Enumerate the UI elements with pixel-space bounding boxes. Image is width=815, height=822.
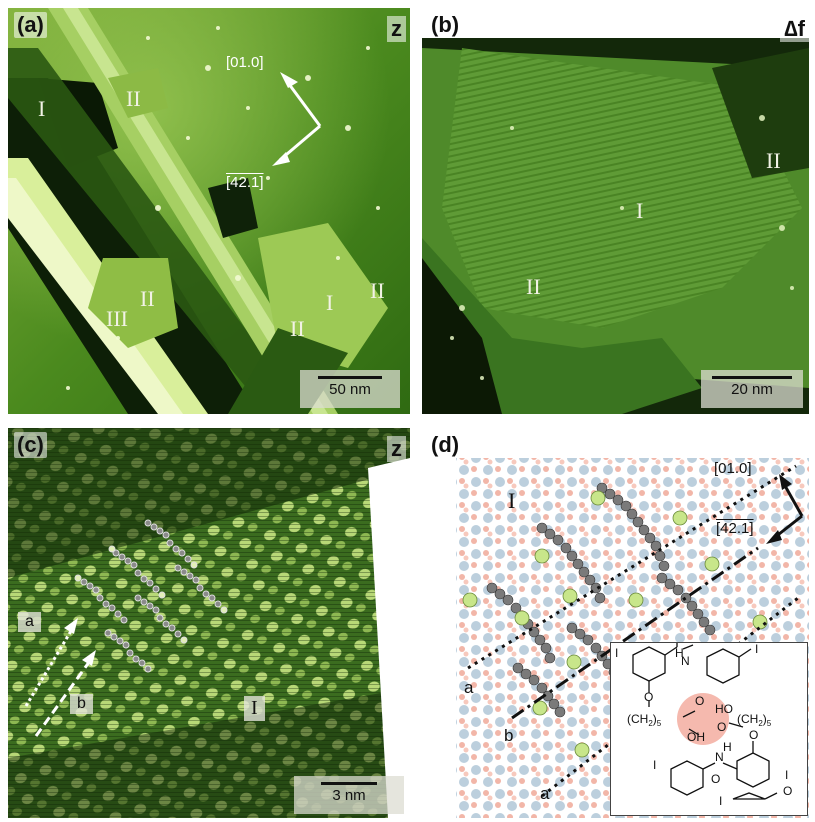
panel-d-direction-up: [01.0] (714, 460, 752, 477)
panel-c-scale-bar: 3 nm (294, 776, 404, 814)
panel-a-label: (a) (14, 12, 47, 38)
panel-a-direction-up: [01.0] (226, 54, 264, 71)
chem-amide-h: H (675, 646, 684, 660)
molecule-overlay (74, 519, 228, 673)
panel-a-region: II (370, 278, 385, 303)
panel-b: (b) ∆f II I II 20 nm (422, 8, 809, 414)
row-label-b: b (70, 694, 93, 714)
chem-iodine: I (719, 794, 722, 808)
panel-d-direction-down: [42.1] (716, 520, 754, 537)
panel-a-region: II (126, 86, 141, 111)
panel-b-scale-bar: 20 nm (701, 370, 803, 408)
iodine-atoms (462, 490, 768, 758)
panel-c-region: I (244, 696, 265, 721)
panel-c: (c) z a b I 3 nm (8, 428, 410, 818)
chem-amide-h: H (723, 740, 732, 754)
panel-b-scale-label: 20 nm (731, 381, 773, 398)
chem-carbonyl-o: O (783, 784, 792, 798)
panel-a-channel: z (387, 16, 406, 42)
panel-b-label: (b) (428, 12, 463, 38)
chem-acid-ho: HO (715, 702, 733, 716)
panel-a-region: I (326, 290, 334, 315)
chem-acid-oh: OH (687, 730, 705, 744)
panel-d-row-label-a-bottom: a (540, 784, 550, 803)
panel-a-region: II (140, 286, 155, 311)
panel-a-region: II (290, 316, 305, 341)
chem-ether-o: O (749, 728, 758, 742)
chem-chain-left: (CH2)5 (627, 712, 662, 728)
panel-c-image (8, 428, 410, 818)
panel-b-region: II (766, 148, 781, 173)
chem-iodine: I (755, 643, 758, 656)
panel-a-region: III (106, 306, 128, 331)
panel-b-region: I (636, 198, 644, 223)
chem-chain-right: (CH2)5 (737, 712, 772, 728)
panel-d: (d) I [01.0] [42.1] a b a (422, 428, 809, 818)
chem-ether-o: O (644, 690, 653, 704)
panel-a-image (8, 8, 410, 414)
panel-a-scale-bar: 50 nm (300, 370, 400, 408)
panel-a-scale-label: 50 nm (329, 381, 371, 398)
panel-b-channel: ∆f (780, 16, 809, 42)
panel-b-image (422, 8, 809, 414)
chem-carbonyl-o: O (711, 772, 720, 786)
panel-b-region: II (526, 274, 541, 299)
chem-iodine: I (785, 768, 788, 782)
molecular-model (486, 482, 716, 718)
chem-iodine: I (653, 758, 656, 772)
panel-a-direction-down: [42.1] (226, 174, 264, 191)
panel-d-region: I (508, 488, 516, 513)
chem-amide-n: N (681, 654, 690, 668)
row-label-a: a (18, 612, 41, 632)
chem-acid-o: O (695, 694, 704, 708)
panel-d-row-label-b: b (504, 726, 514, 745)
panel-c-label: (c) (14, 432, 47, 458)
chem-carbonyl-o: O (671, 643, 680, 644)
panel-a: (a) z [01.0] [42.1] I II II III I II II … (8, 8, 410, 414)
panel-d-row-label-a-top: a (464, 678, 474, 697)
panel-c-channel: z (387, 436, 406, 462)
chemical-structure-drawing: I H N O I O (CH2)5 O HO OH O (CH2)5 I O … (615, 643, 792, 808)
chemical-structure-inset: I H N O I O (CH2)5 O HO OH O (CH2)5 I O … (610, 642, 808, 816)
chem-amide-n: N (715, 750, 724, 764)
panel-a-region: I (38, 96, 46, 121)
panel-d-label: (d) (431, 432, 460, 457)
panel-c-scale-label: 3 nm (332, 787, 366, 804)
chem-iodine: I (615, 646, 618, 660)
chem-acid-o: O (717, 720, 726, 734)
